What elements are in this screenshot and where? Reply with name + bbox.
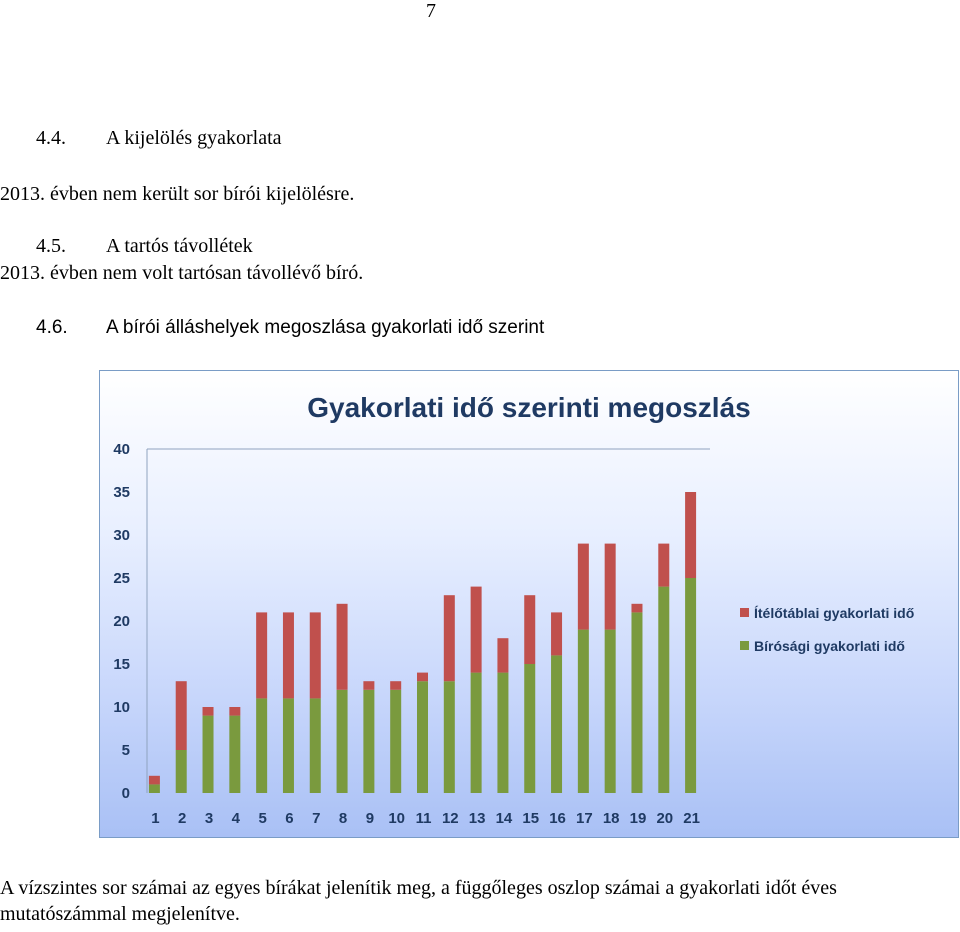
x-tick-label: 1	[151, 810, 159, 827]
x-tick-label: 10	[388, 810, 405, 827]
bar-segment-itelotablai-2	[175, 681, 187, 750]
legend: Ítélőtáblai gyakorlati idő Bírósági gyako…	[740, 605, 914, 654]
section-title: A tartós távollétek	[106, 235, 253, 257]
section-text-4-5: 2013. évben nem volt tartósan távollévő …	[0, 262, 364, 284]
bar-segment-birosagi-20	[658, 586, 670, 793]
bar-segment-itelotablai-9	[363, 681, 375, 690]
x-tick-label: 3	[205, 810, 213, 827]
bar-segment-birosagi-10	[390, 689, 402, 793]
section-heading-4-6: 4.6. A bírói álláshelyek megoszlása gyako…	[36, 317, 544, 339]
x-tick-label: 11	[416, 810, 432, 827]
chart-title: Gyakorlati idő szerinti megoszlás	[307, 392, 750, 423]
y-tick-label: 35	[113, 484, 130, 501]
x-tick-label: 9	[366, 810, 374, 827]
bar-segment-itelotablai-18	[604, 543, 616, 630]
bar-segment-itelotablai-19	[631, 603, 643, 613]
bar-segment-birosagi-19	[631, 612, 643, 793]
bar-segment-itelotablai-11	[417, 672, 428, 682]
bar-segment-birosagi-12	[443, 681, 455, 793]
y-tick-label: 10	[113, 699, 130, 716]
x-tick-label: 7	[312, 810, 320, 827]
x-tick-label: 17	[576, 810, 593, 827]
x-tick-label: 21	[683, 810, 700, 827]
section-title: A bírói álláshelyek megoszlása gyakorlat…	[106, 317, 545, 338]
x-tick-label: 16	[549, 810, 566, 827]
bar-segment-birosagi-5	[256, 698, 268, 793]
bar-segment-birosagi-21	[685, 578, 697, 793]
section-text-4-4: 2013. évben nem került sor bírói kijelöl…	[0, 183, 355, 205]
bar-segment-birosagi-14	[497, 672, 509, 793]
bar-segment-birosagi-11	[417, 681, 428, 793]
bar-segment-itelotablai-17	[577, 543, 589, 630]
x-tick-label: 15	[522, 810, 539, 827]
section-heading-4-4: 4.4. A kijelölés gyakorlata	[36, 127, 282, 150]
chart-caption: A vízszintes sor számai az egyes bírákat…	[0, 877, 837, 925]
bar-segment-itelotablai-4	[229, 707, 241, 716]
bar-segment-birosagi-6	[282, 698, 294, 793]
section-number: 4.4.	[36, 127, 66, 149]
x-tick-label: 5	[258, 810, 266, 827]
y-tick-label: 30	[113, 527, 130, 544]
bar-segment-itelotablai-15	[524, 595, 536, 664]
bar-segment-itelotablai-7	[309, 612, 321, 699]
y-tick-label: 25	[113, 570, 130, 587]
y-tick-label: 40	[113, 441, 130, 458]
section-title: A kijelölés gyakorlata	[106, 127, 282, 149]
bar-segment-itelotablai-6	[282, 612, 294, 699]
x-tick-label: 13	[469, 810, 486, 827]
y-tick-label: 15	[113, 656, 130, 673]
bar-segment-birosagi-15	[524, 664, 536, 793]
legend-swatch	[740, 641, 749, 650]
bar-segment-birosagi-7	[309, 698, 321, 793]
bar-segment-birosagi-4	[229, 715, 241, 793]
legend-swatch	[740, 608, 749, 617]
bar-segment-birosagi-8	[336, 689, 348, 793]
bar-segment-itelotablai-1	[148, 775, 160, 785]
bar-segment-itelotablai-20	[658, 543, 670, 587]
chart-container: Gyakorlati idő szerinti megoszlás 0 5 10 15…	[99, 370, 959, 838]
legend-label: Bírósági gyakorlati idő	[754, 638, 905, 654]
x-tick-label: 8	[339, 810, 347, 827]
bar-segment-birosagi-17	[577, 629, 589, 793]
bar-segment-birosagi-3	[202, 715, 214, 793]
x-tick-label: 14	[496, 810, 513, 827]
legend-label: Ítélőtáblai gyakorlati idő	[754, 605, 914, 621]
bar-segment-itelotablai-3	[202, 707, 214, 716]
bar-layer	[148, 492, 697, 793]
x-tick-label: 2	[178, 810, 186, 827]
bar-segment-birosagi-13	[470, 672, 482, 793]
bar-segment-birosagi-9	[363, 689, 375, 793]
bar-segment-itelotablai-5	[256, 612, 268, 699]
x-tick-label: 19	[630, 810, 647, 827]
bar-segment-itelotablai-16	[551, 612, 563, 656]
section-number: 4.6.	[36, 317, 68, 338]
y-tick-label: 5	[122, 742, 130, 759]
y-tick-label: 0	[122, 785, 130, 802]
y-tick-label: 20	[113, 613, 130, 630]
bar-segment-itelotablai-10	[390, 681, 402, 690]
bar-segment-birosagi-1	[148, 784, 160, 793]
section-number: 4.5.	[36, 235, 66, 257]
bar-segment-itelotablai-21	[685, 492, 697, 578]
bar-segment-itelotablai-8	[336, 603, 348, 690]
x-tick-label: 20	[656, 810, 673, 827]
bar-segment-itelotablai-12	[443, 595, 455, 682]
page-number: 7	[426, 0, 436, 22]
bar-segment-birosagi-18	[604, 629, 616, 793]
section-heading-4-5: 4.5. A tartós távollétek	[36, 235, 253, 258]
bar-segment-birosagi-2	[175, 750, 187, 793]
x-tick-label: 4	[232, 810, 241, 827]
x-tick-label: 6	[285, 810, 293, 827]
bar-segment-birosagi-16	[551, 655, 563, 793]
stacked-bar-chart: Gyakorlati idő szerinti megoszlás 051015…	[113, 392, 914, 827]
bar-segment-itelotablai-14	[497, 638, 509, 673]
x-tick-label: 18	[603, 810, 620, 827]
x-tick-label: 12	[442, 810, 459, 827]
bar-segment-itelotablai-13	[470, 586, 482, 673]
